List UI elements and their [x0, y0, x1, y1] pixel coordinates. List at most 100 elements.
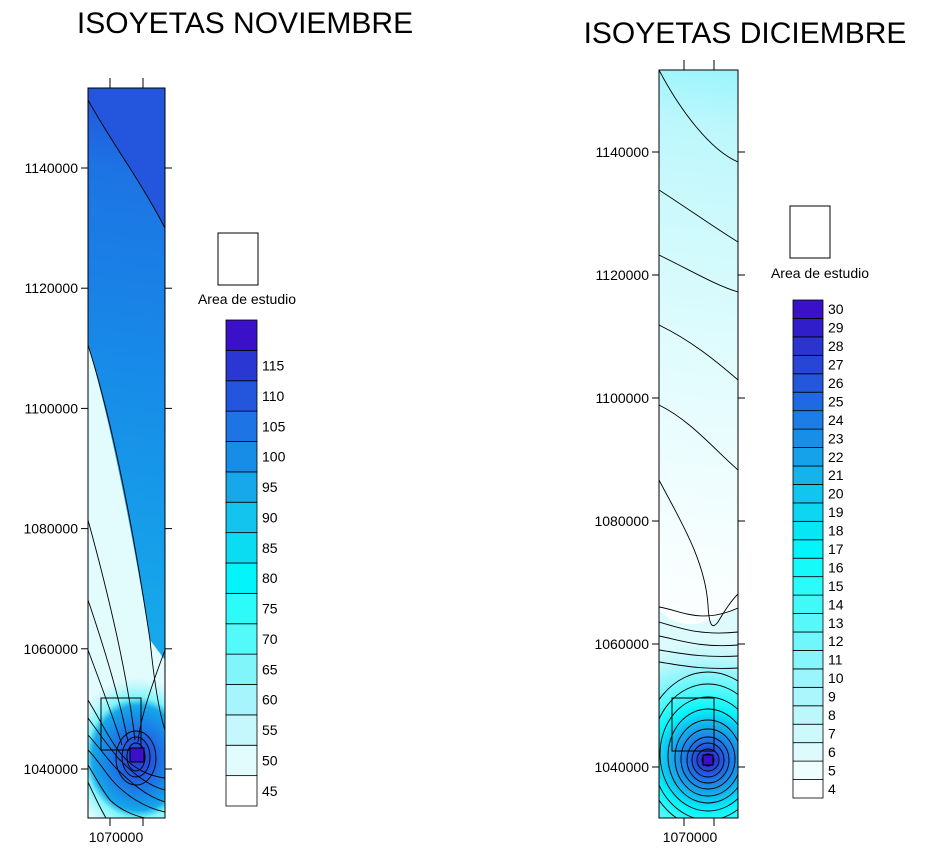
legend-level-label: 28 [828, 338, 844, 354]
legend-swatch [792, 391, 824, 412]
legend-swatch [792, 428, 824, 448]
legend-level-label: 17 [828, 541, 844, 557]
legend-swatch [792, 465, 824, 485]
legend-swatch [792, 299, 824, 319]
legend-swatch [792, 686, 824, 707]
y-tick-label: 1080000 [594, 513, 649, 529]
legend-swatch [792, 668, 824, 688]
legend-swatch [225, 441, 258, 473]
legend-level-label: 27 [828, 357, 844, 373]
legend-swatch [792, 631, 824, 651]
legend-level-label: 11 [828, 652, 843, 668]
x-tick-label: 1070000 [89, 829, 144, 845]
y-tick-label: 1140000 [25, 160, 79, 176]
legend-level-label: 15 [828, 578, 844, 594]
legend-level-label: 25 [828, 393, 844, 409]
legend-level-label: 22 [828, 449, 844, 465]
legend-swatch [225, 775, 258, 807]
legend-swatch [225, 319, 258, 351]
legend-swatch [792, 502, 824, 522]
legend-swatch [792, 576, 824, 596]
legend-swatch [225, 623, 258, 655]
legend-level-label: 100 [262, 449, 286, 465]
legend-swatch [792, 760, 824, 780]
legend-swatch [792, 520, 824, 541]
y-tick-label: 1120000 [596, 267, 650, 283]
legend-swatch [225, 684, 258, 716]
legend-study-area-swatch-noviembre [217, 232, 259, 286]
legend-swatch [792, 723, 824, 744]
legend-swatch [225, 532, 258, 564]
x-tick-label: 1070000 [663, 829, 718, 845]
plot-frame-noviembre [87, 87, 166, 819]
y-tick-label: 1080000 [23, 521, 78, 537]
legend-swatch [792, 354, 824, 375]
y-tick-label: 1060000 [23, 641, 78, 657]
legend-level-label: 12 [828, 633, 844, 649]
legend-level-label: 50 [262, 752, 278, 768]
legend-level-label: 80 [262, 570, 278, 586]
contour-lines-noviembre [88, 99, 165, 818]
legend-swatch [225, 471, 258, 503]
legend-level-label: 5 [828, 762, 836, 778]
legend-swatch [225, 714, 258, 746]
map-plot-diciembre [659, 70, 738, 818]
plot-frame-diciembre [658, 69, 739, 819]
legend-swatch [792, 705, 824, 725]
legend-level-label: 6 [828, 744, 836, 760]
legend-level-label: 21 [828, 467, 844, 483]
legend-level-label: 65 [262, 661, 278, 677]
legend-study-area-swatch-diciembre [789, 205, 831, 259]
legend-level-label: 16 [828, 559, 844, 575]
legend-swatch [792, 594, 824, 614]
legend-swatch [792, 373, 824, 393]
legend-level-label: 110 [262, 388, 285, 404]
legend-level-label: 26 [828, 375, 844, 391]
legend-swatch [225, 380, 258, 412]
study-area-box-noviembre [100, 697, 142, 751]
legend-level-label: 7 [828, 725, 836, 741]
legend-level-label: 29 [828, 320, 844, 336]
legend-swatch [792, 557, 824, 578]
legend-study-area-label-diciembre: Area de estudio [771, 265, 869, 281]
legend-level-label: 18 [828, 523, 844, 539]
y-axis-diciembre: 1040000 1060000 1080000 1100000 1120000 11400… [594, 144, 745, 775]
color-scale-noviembre: 45 50 55 60 65 70 75 80 85 90 95 100 105 110 115 [225, 319, 286, 807]
legend-swatch [792, 613, 824, 633]
legend-swatch [792, 484, 824, 504]
legend-level-label: 24 [828, 412, 844, 428]
legend-swatch [225, 501, 258, 534]
legend-swatch [792, 742, 824, 762]
x-axis-diciembre: 1070000 [663, 60, 718, 845]
legend-swatch [792, 447, 824, 467]
y-tick-label: 1040000 [23, 761, 78, 777]
contour-band-diciembre-bottom [659, 608, 738, 818]
x-axis-noviembre: 1070000 [89, 78, 144, 845]
legend-swatch [225, 653, 258, 685]
legend-level-label: 30 [828, 301, 844, 317]
y-tick-label: 1140000 [596, 144, 650, 160]
legend-level-label: 4 [828, 781, 836, 797]
map-plot-noviembre [88, 88, 165, 818]
legend-swatch [792, 336, 824, 356]
legend-swatch [792, 410, 824, 430]
legend-level-label: 10 [828, 670, 844, 686]
legend-swatch [225, 744, 258, 777]
legend-level-label: 75 [262, 601, 278, 617]
legend-swatch [225, 410, 258, 442]
legend-swatch [225, 349, 258, 382]
legend-level-label: 95 [262, 479, 278, 495]
legend-swatch [792, 318, 824, 338]
legend-level-label: 85 [262, 540, 278, 556]
legend-level-label: 14 [828, 596, 844, 612]
legend-level-label: 9 [828, 689, 836, 705]
study-area-box-diciembre [671, 697, 715, 752]
chart-title-noviembre: ISOYETAS NOVIEMBRE [77, 7, 413, 40]
max-cell-diciembre [702, 754, 714, 766]
legend-swatch [225, 562, 258, 594]
legend-swatch [792, 779, 824, 799]
legend-level-label: 60 [262, 692, 278, 708]
legend-swatch [225, 592, 258, 625]
contour-lines-diciembre [659, 70, 738, 818]
